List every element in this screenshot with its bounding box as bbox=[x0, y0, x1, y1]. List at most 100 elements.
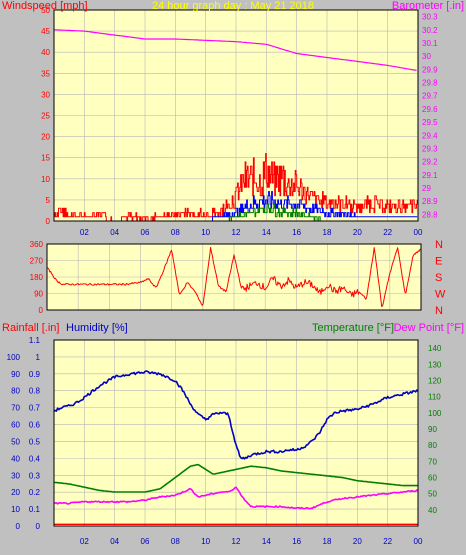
temperature-tick-label: 130 bbox=[428, 360, 442, 369]
direction-tick-label: 180 bbox=[30, 273, 44, 282]
barometer-tick-label: 29.2 bbox=[422, 158, 438, 167]
time-tick-label: 16 bbox=[292, 537, 301, 546]
barometer-tick-label: 28.8 bbox=[422, 210, 438, 219]
windspeed-tick-label: 50 bbox=[41, 6, 50, 15]
time-tick-label: 22 bbox=[383, 228, 392, 237]
windspeed-ticks: 0 5 10 15 20 25 30 35 40 45 50 bbox=[41, 6, 50, 226]
temperature-tick-label: 50 bbox=[428, 490, 437, 499]
temperature-tick-label: 120 bbox=[428, 376, 442, 385]
barometer-tick-label: 28.9 bbox=[422, 197, 438, 206]
rainfall-tick-label: 0.9 bbox=[29, 370, 41, 379]
time-tick-label: 04 bbox=[110, 228, 119, 237]
barometer-tick-label: 29.4 bbox=[422, 131, 438, 140]
humidity-tick-label: 80 bbox=[11, 387, 20, 396]
windspeed-tick-label: 35 bbox=[41, 69, 50, 78]
barometer-tick-label: 29.9 bbox=[422, 65, 438, 74]
rainfall-tick-label: 0.7 bbox=[29, 404, 41, 413]
temperature-line bbox=[53, 463, 418, 493]
windspeed-tick-label: 30 bbox=[41, 90, 50, 99]
rainfall-ticks: 0 0.1 0.2 0.3 0.4 0.5 0.6 0.7 0.8 0.9 1 1.1 bbox=[29, 336, 41, 531]
barometer-tick-label: 29.3 bbox=[422, 144, 438, 153]
rainfall-tick-label: 1 bbox=[36, 353, 41, 362]
rainfall-tick-label: 1.1 bbox=[29, 336, 41, 345]
humidity-axis-label: Humidity [%] bbox=[66, 322, 128, 334]
direction-tick-label: 270 bbox=[30, 257, 44, 266]
temperature-axis-label: Temperature [°F] bbox=[312, 322, 394, 334]
barometer-tick-label: 30.3 bbox=[422, 13, 438, 22]
temperature-tick-label: 90 bbox=[428, 425, 437, 434]
compass-tick-label: W bbox=[435, 289, 446, 301]
rainfall-tick-label: 0.2 bbox=[29, 488, 41, 497]
climate-time-ticks: 02 04 06 08 10 12 14 16 18 20 22 00 bbox=[80, 537, 423, 546]
direction-degree-ticks: 0 90 180 270 360 bbox=[30, 240, 44, 315]
time-tick-label: 06 bbox=[141, 537, 150, 546]
humidity-tick-label: 10 bbox=[11, 505, 20, 514]
humidity-line bbox=[53, 370, 419, 460]
rainfall-tick-label: 0.1 bbox=[29, 505, 41, 514]
time-tick-label: 20 bbox=[353, 537, 362, 546]
humidity-tick-label: 40 bbox=[11, 454, 20, 463]
barometer-tick-label: 29.8 bbox=[422, 79, 438, 88]
wind-time-ticks: 02 04 06 08 10 12 14 16 18 20 22 00 bbox=[80, 228, 423, 237]
time-tick-label: 20 bbox=[353, 228, 362, 237]
temperature-ticks: 40 50 60 70 80 90 100 110 120 130 140 bbox=[428, 344, 442, 515]
compass-tick-label: N bbox=[435, 305, 443, 317]
barometer-tick-label: 29 bbox=[422, 184, 431, 193]
direction-tick-label: 0 bbox=[39, 306, 44, 315]
rainfall-tick-label: 0.8 bbox=[29, 387, 41, 396]
time-tick-label: 12 bbox=[232, 537, 241, 546]
humidity-tick-label: 90 bbox=[11, 370, 20, 379]
temperature-tick-label: 110 bbox=[428, 393, 441, 402]
wind-gust-line bbox=[54, 153, 418, 222]
time-tick-label: 02 bbox=[80, 537, 89, 546]
direction-tick-label: 360 bbox=[30, 240, 44, 249]
time-tick-label: 00 bbox=[414, 537, 423, 546]
dewpoint-line bbox=[53, 486, 419, 510]
time-tick-label: 18 bbox=[323, 228, 332, 237]
time-tick-label: 10 bbox=[201, 228, 210, 237]
temperature-tick-label: 140 bbox=[428, 344, 442, 353]
rainfall-tick-label: 0.6 bbox=[29, 421, 41, 430]
humidity-tick-label: 100 bbox=[7, 353, 21, 362]
humidity-tick-label: 20 bbox=[11, 488, 20, 497]
time-tick-label: 22 bbox=[383, 537, 392, 546]
barometer-tick-label: 29.5 bbox=[422, 118, 438, 127]
humidity-tick-label: 50 bbox=[11, 437, 20, 446]
time-tick-label: 00 bbox=[414, 228, 423, 237]
temperature-tick-label: 100 bbox=[428, 409, 442, 418]
time-tick-label: 02 bbox=[80, 228, 89, 237]
temperature-tick-label: 60 bbox=[428, 473, 437, 482]
time-tick-label: 14 bbox=[262, 537, 271, 546]
windspeed-tick-label: 5 bbox=[46, 196, 51, 205]
time-tick-label: 12 bbox=[232, 228, 241, 237]
direction-series bbox=[46, 246, 422, 308]
time-tick-label: 04 bbox=[110, 537, 119, 546]
rainfall-tick-label: 0.5 bbox=[29, 437, 41, 446]
temperature-tick-label: 40 bbox=[428, 506, 437, 515]
barometer-tick-label: 30 bbox=[422, 52, 431, 61]
windspeed-axis-label: Windspeed [mph] bbox=[2, 0, 88, 12]
chart-title: 24 hour graph day : May 21 2018 bbox=[152, 0, 314, 12]
compass-tick-label: S bbox=[435, 272, 442, 284]
compass-tick-label: N bbox=[435, 239, 443, 251]
temperature-tick-label: 80 bbox=[428, 441, 437, 450]
time-tick-label: 08 bbox=[171, 228, 180, 237]
windspeed-tick-label: 10 bbox=[41, 175, 50, 184]
time-tick-label: 06 bbox=[141, 228, 150, 237]
time-tick-label: 18 bbox=[323, 537, 332, 546]
barometer-tick-label: 29.6 bbox=[422, 105, 438, 114]
rainfall-tick-label: 0.3 bbox=[29, 471, 41, 480]
climate-plot-frame bbox=[53, 339, 419, 527]
barometer-line bbox=[54, 29, 417, 71]
windspeed-tick-label: 0 bbox=[46, 217, 51, 226]
barometer-tick-label: 29.7 bbox=[422, 92, 438, 101]
rainfall-tick-label: 0 bbox=[36, 522, 41, 531]
time-tick-label: 10 bbox=[201, 537, 210, 546]
temperature-tick-label: 70 bbox=[428, 457, 437, 466]
humidity-tick-label: 0 bbox=[16, 522, 21, 531]
windspeed-tick-label: 15 bbox=[41, 154, 50, 163]
wind-direction-line bbox=[46, 246, 422, 308]
wind-plot-frame bbox=[53, 9, 419, 222]
